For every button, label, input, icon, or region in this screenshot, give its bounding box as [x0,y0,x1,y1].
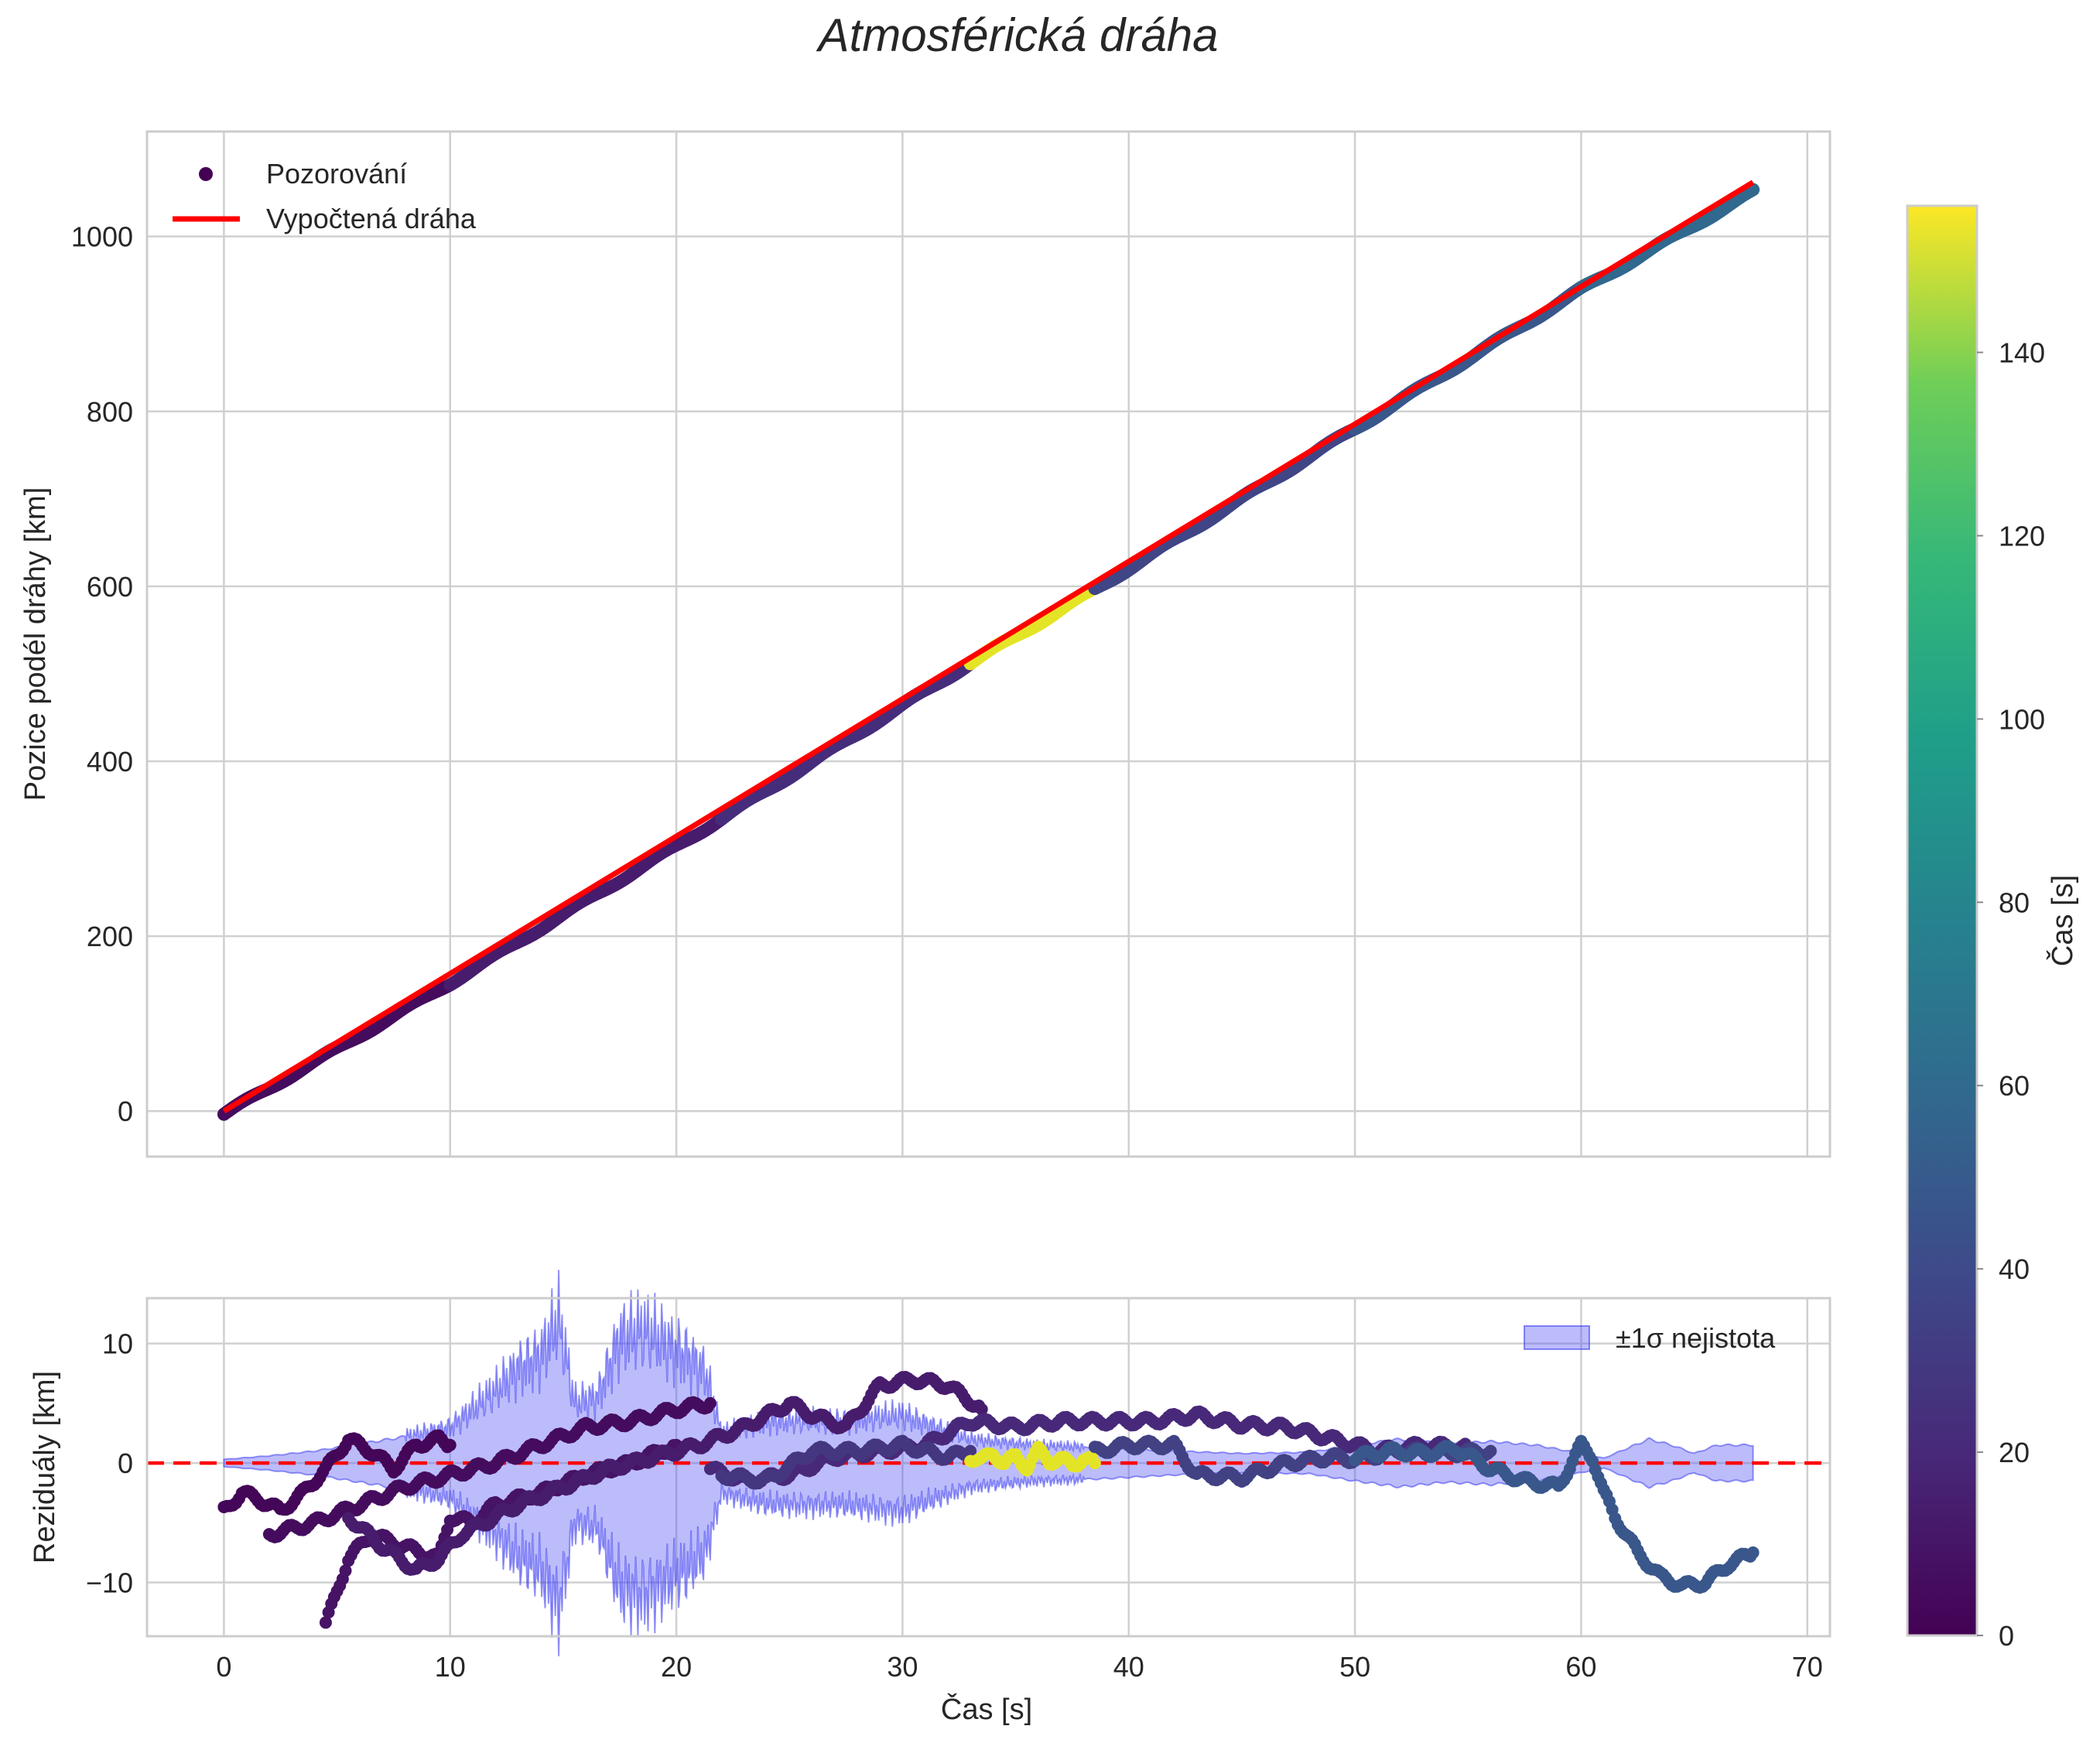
chart-title: Atmosférická dráha [816,9,1219,61]
colorbar-tick-label: 20 [1999,1437,2030,1468]
legend-observation-label: Pozorování [266,158,407,190]
residual-y-tick-label: −10 [86,1567,133,1599]
main-y-axis-label: Pozice podél dráhy [km] [19,487,52,801]
legend-observation-marker [199,167,213,181]
residual-x-ticks: 0 10 20 30 40 50 60 70 [216,1651,1822,1683]
x-tick-label: 30 [887,1651,918,1683]
main-y-tick-label: 200 [87,921,133,952]
residual-grid [147,1298,1830,1636]
residual-point [443,1438,457,1451]
x-tick-label: 20 [661,1651,692,1683]
residual-point [1746,1546,1760,1559]
x-tick-label: 0 [216,1651,231,1683]
residual-y-axis-label: Reziduály [km] [29,1371,61,1564]
main-y-ticks: 0 200 400 600 800 1000 [71,221,133,1128]
main-y-tick-label: 1000 [71,221,133,253]
colorbar-label: Čas [s] [2045,875,2079,966]
x-tick-label: 60 [1565,1651,1596,1683]
colorbar: 0 20 40 60 80 100 120 140 Čas [s] [1906,204,2079,1652]
residual-point [319,1616,332,1629]
main-grid [147,132,1830,1157]
residual-point [1088,1457,1101,1470]
colorbar-tick-label: 120 [1999,520,2045,552]
residual-legend: ±1σ nejistota [1524,1322,1776,1354]
legend-uncertainty-patch [1524,1325,1590,1350]
colorbar-tick-label: 40 [1999,1253,2030,1285]
residual-y-ticks: −10 0 10 [86,1328,133,1599]
main-y-tick-label: 600 [87,571,133,603]
main-plot: 0 200 400 600 800 1000 Pozice podél dráhy [km… [19,130,1832,1158]
main-legend: Pozorování Vypočtená dráha [173,158,477,234]
legend-uncertainty-label: ±1σ nejistota [1616,1322,1776,1354]
main-y-tick-label: 400 [87,746,133,778]
x-axis-label: Čas [s] [941,1692,1032,1726]
colorbar-tick-label: 80 [1999,887,2030,918]
main-y-tick-label: 800 [87,396,133,428]
residual-point [703,1396,717,1410]
colorbar-ticks: 0 20 40 60 80 100 120 140 [1977,337,2045,1652]
x-tick-label: 40 [1113,1651,1144,1683]
colorbar-tick-label: 60 [1999,1070,2030,1102]
x-tick-label: 50 [1339,1651,1370,1683]
residual-y-tick-label: 0 [118,1447,133,1479]
colorbar-tick-label: 140 [1999,337,2045,369]
main-observations [217,183,1760,1121]
colorbar-tick-label: 100 [1999,703,2045,735]
residual-point [975,1403,988,1416]
legend-fit-label: Vypočtená dráha [266,203,477,234]
fitted-trajectory-line [222,179,1755,1114]
x-tick-label: 70 [1792,1651,1823,1683]
main-y-tick-label: 0 [118,1095,133,1127]
residual-points [217,1371,1760,1629]
main-plot-frame [145,130,1832,1158]
colorbar-tick-label: 0 [1999,1620,2014,1652]
residual-plot: −10 0 10 0 10 20 30 40 50 60 70 Reziduály [km] Ča… [29,1270,1832,1726]
x-tick-label: 10 [435,1651,466,1683]
colorbar-gradient [1906,204,1979,1637]
uncertainty-band [223,1270,1754,1656]
residual-plot-frame [145,1297,1832,1638]
residual-point [1484,1444,1497,1458]
residual-y-tick-label: 10 [102,1328,133,1360]
residual-point [964,1444,977,1458]
residual-point [339,1564,352,1577]
